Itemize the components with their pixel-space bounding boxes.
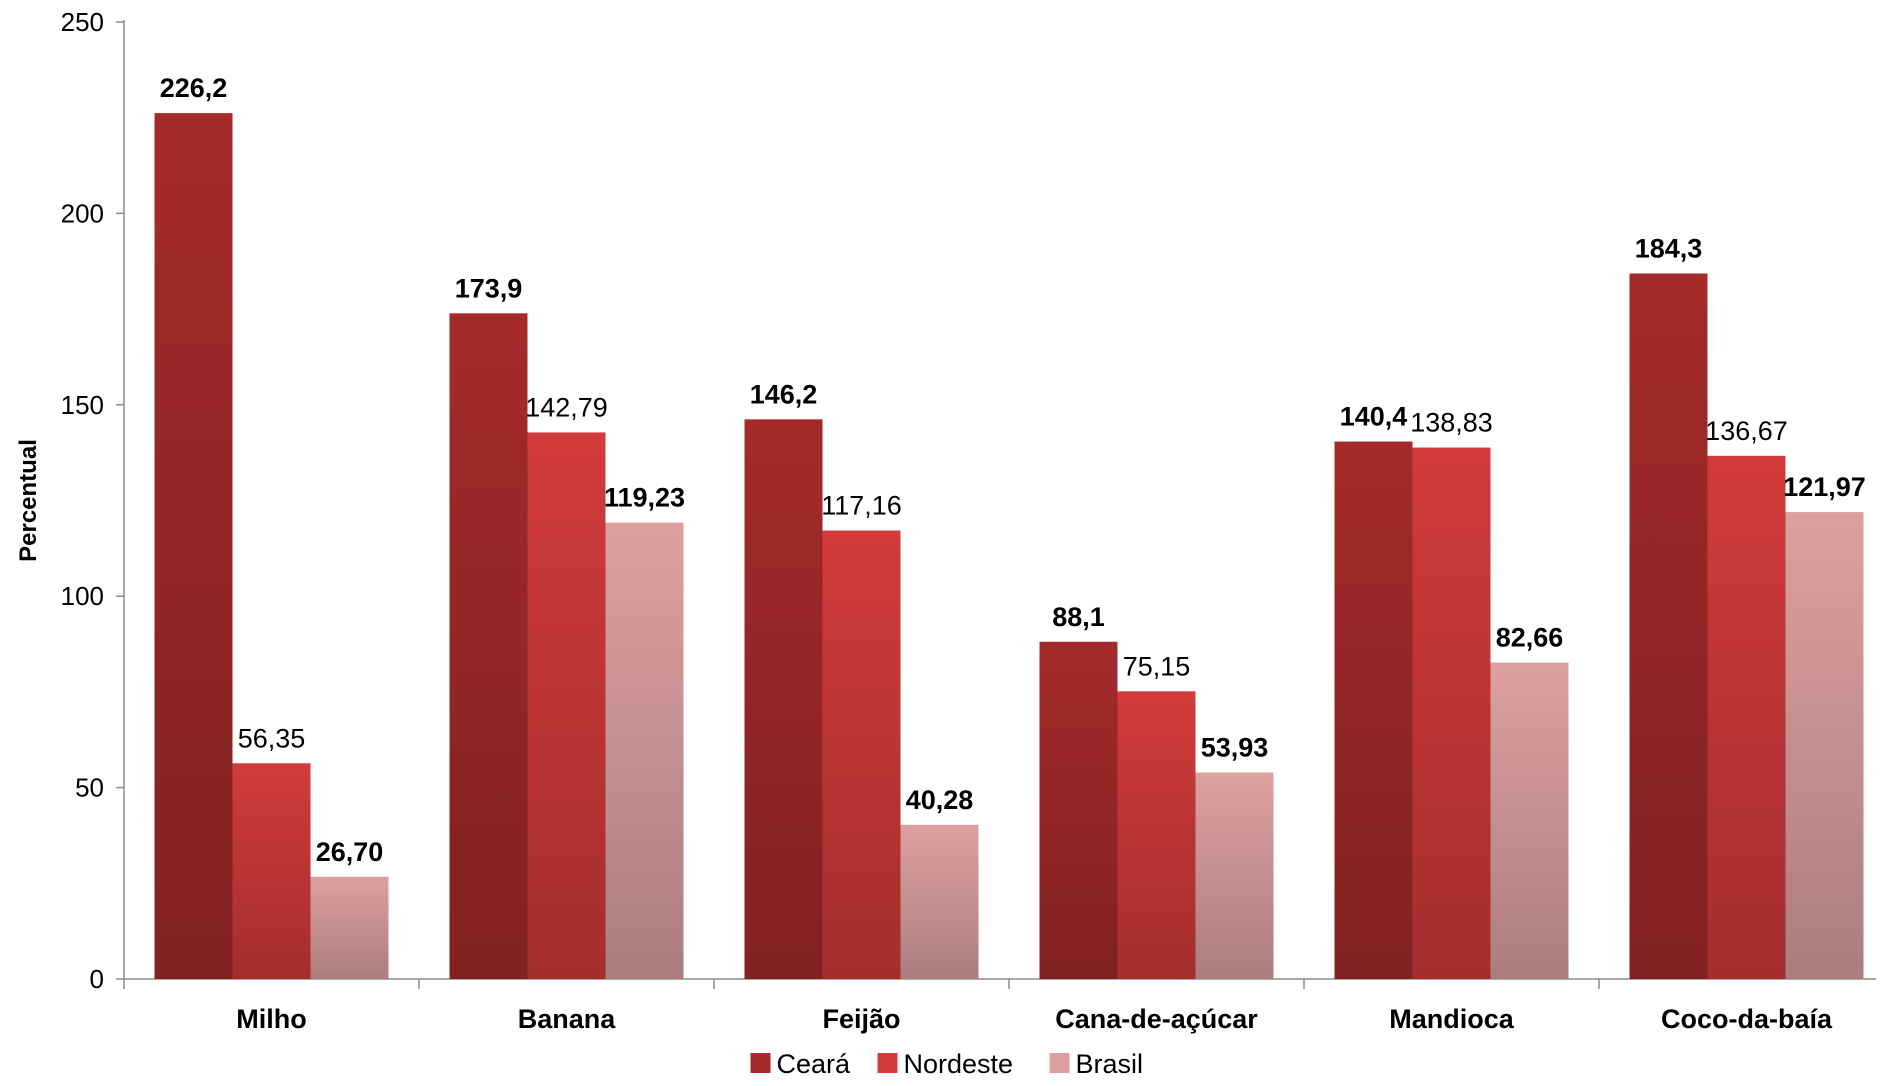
data-label-nordeste-banana: 142,79 xyxy=(525,392,608,422)
legend-label-nordeste: Nordeste xyxy=(904,1049,1014,1079)
legend-swatch-ceara xyxy=(750,1053,771,1073)
data-label-nordeste-coco-da-baia: 136,67 xyxy=(1705,416,1788,446)
y-tick-label: 100 xyxy=(61,581,104,611)
bar-ceara-banana xyxy=(449,313,528,979)
legend-swatch-brasil xyxy=(1049,1053,1070,1073)
x-tick-label-coco-da-baia: Coco-da-baía xyxy=(1661,1004,1833,1034)
bar-nordeste-coco-da-baia xyxy=(1707,455,1786,979)
bar-ceara-cana-de-acucar xyxy=(1039,641,1118,979)
data-label-nordeste-cana-de-acucar: 75,15 xyxy=(1123,651,1191,681)
bar-brasil-cana-de-acucar xyxy=(1195,772,1274,979)
x-axis: Milho Banana Feijão Cana-de-açúcar Mandioca C… xyxy=(123,978,1876,1034)
bar-brasil-mandioca xyxy=(1490,662,1569,979)
y-tick-label: 250 xyxy=(61,7,104,37)
data-label-brasil-mandioca: 82,66 xyxy=(1496,623,1564,653)
bar-nordeste-mandioca xyxy=(1412,447,1491,980)
data-label-ceara-mandioca: 140,4 xyxy=(1340,402,1408,432)
bar-nordeste-feijao xyxy=(822,530,901,979)
y-tick-label: 150 xyxy=(61,390,104,420)
legend-label-brasil: Brasil xyxy=(1076,1049,1144,1079)
bar-nordeste-banana xyxy=(527,432,606,979)
y-tick-label: 50 xyxy=(75,773,104,803)
legend-swatch-nordeste xyxy=(877,1053,898,1073)
data-label-brasil-cana-de-acucar: 53,93 xyxy=(1201,733,1269,763)
data-label-nordeste-milho: 56,35 xyxy=(238,723,306,753)
y-axis: 0 50 100 150 200 250 Percentual xyxy=(15,7,125,994)
x-tick-label-banana: Banana xyxy=(518,1004,617,1034)
data-label-ceara-cana-de-acucar: 88,1 xyxy=(1052,602,1105,632)
bar-nordeste-cana-de-acucar xyxy=(1117,691,1196,979)
x-tick-label-cana-de-acucar: Cana-de-açúcar xyxy=(1055,1004,1258,1034)
y-axis-title: Percentual xyxy=(15,439,42,562)
legend-label-ceara: Ceará xyxy=(777,1049,852,1079)
bar-brasil-coco-da-baia xyxy=(1785,512,1864,979)
data-label-ceara-milho: 226,2 xyxy=(160,73,228,103)
x-tick-label-milho: Milho xyxy=(236,1004,306,1034)
data-label-ceara-coco-da-baia: 184,3 xyxy=(1635,233,1703,263)
bar-brasil-milho xyxy=(310,876,389,979)
bar-brasil-feijao xyxy=(900,824,979,979)
legend: Ceará Nordeste Brasil xyxy=(750,1049,1144,1079)
data-labels: 226,2 56,35 26,70 173,9 142,79 119,23 146,2 117… xyxy=(160,73,1866,867)
data-label-nordeste-mandioca: 138,83 xyxy=(1410,408,1493,438)
data-label-nordeste-feijao: 117,16 xyxy=(821,491,902,521)
data-label-ceara-banana: 173,9 xyxy=(455,273,523,303)
bar-ceara-feijao xyxy=(744,419,823,979)
data-label-brasil-coco-da-baia: 121,97 xyxy=(1783,472,1866,502)
data-label-brasil-milho: 26,70 xyxy=(316,837,384,867)
data-label-brasil-feijao: 40,28 xyxy=(906,785,974,815)
y-tick-label: 0 xyxy=(90,964,104,994)
x-tick-label-mandioca: Mandioca xyxy=(1389,1004,1515,1034)
bar-nordeste-milho xyxy=(232,763,311,979)
bar-ceara-mandioca xyxy=(1334,441,1413,979)
bars xyxy=(154,113,1864,980)
bar-ceara-coco-da-baia xyxy=(1629,273,1708,979)
y-tick-label: 200 xyxy=(61,198,104,228)
bar-ceara-milho xyxy=(154,113,233,980)
data-label-ceara-feijao: 146,2 xyxy=(750,379,818,409)
x-tick-label-feijao: Feijão xyxy=(822,1004,900,1034)
bar-brasil-banana xyxy=(605,522,684,979)
data-label-brasil-banana: 119,23 xyxy=(604,483,685,513)
